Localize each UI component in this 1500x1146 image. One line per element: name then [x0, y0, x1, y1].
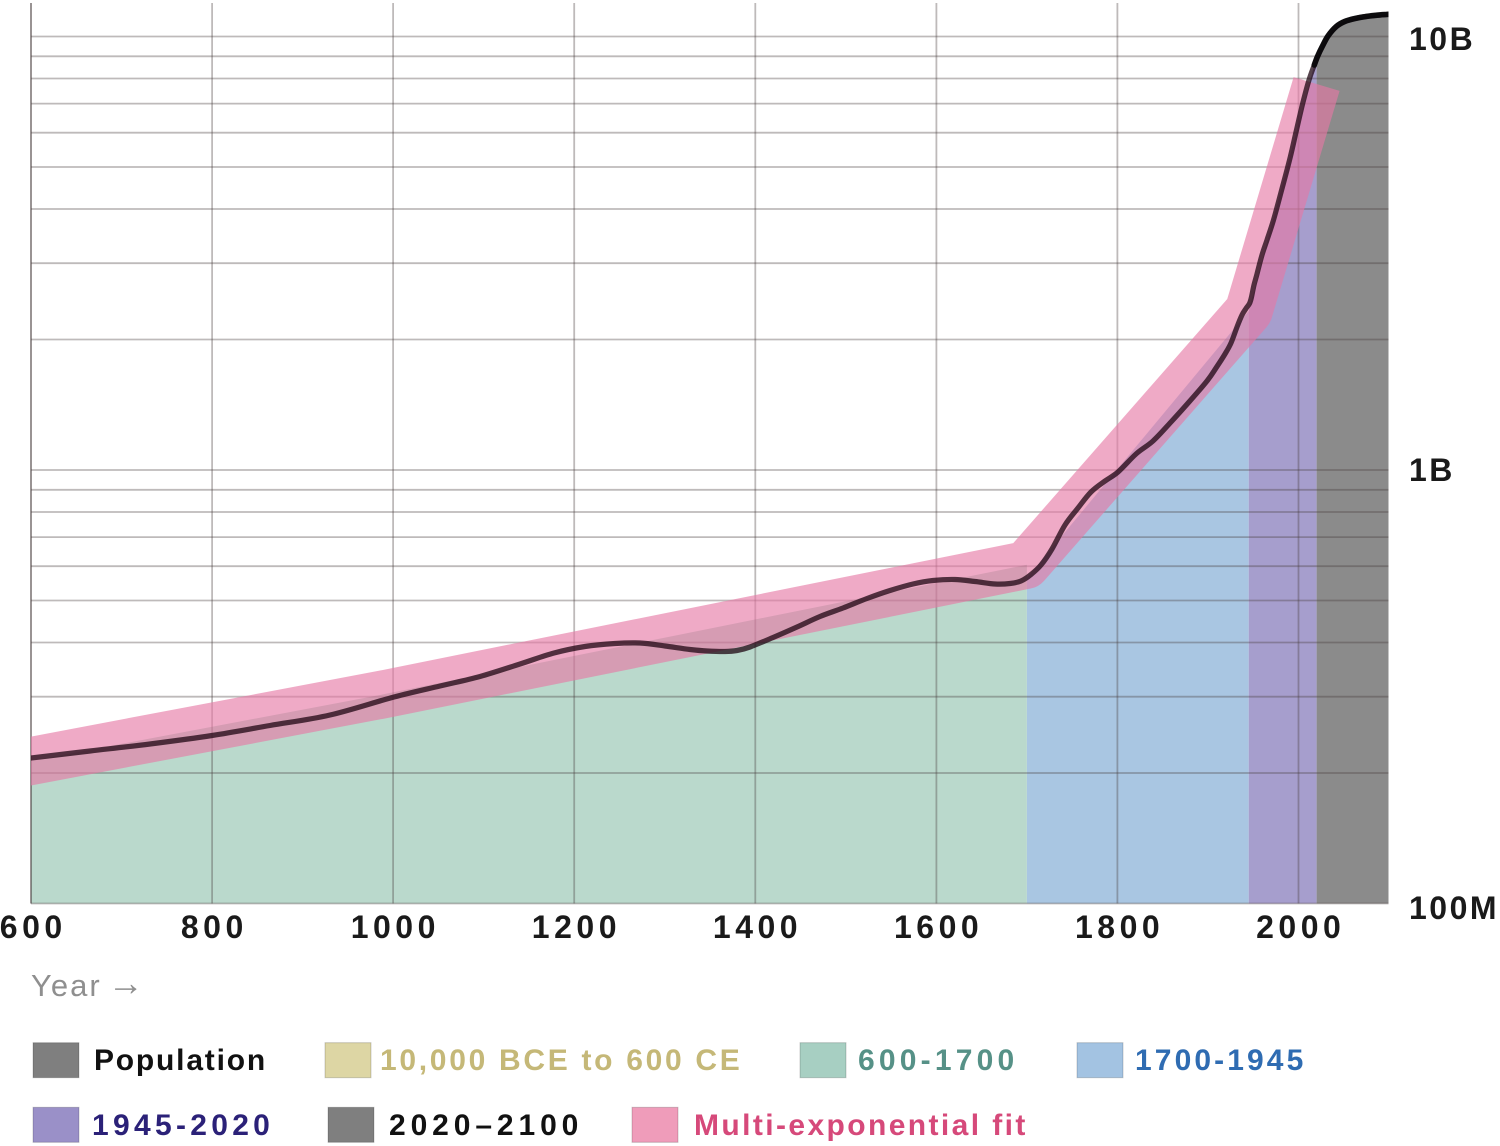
svg-text:Population: Population	[94, 1044, 267, 1077]
svg-text:600-1700: 600-1700	[858, 1044, 1018, 1077]
svg-text:2000: 2000	[1256, 909, 1345, 945]
svg-text:1000: 1000	[351, 909, 440, 945]
svg-text:Year→: Year →	[31, 962, 146, 1003]
svg-text:1800: 1800	[1075, 909, 1164, 945]
svg-text:600: 600	[0, 909, 67, 945]
svg-text:1600: 1600	[894, 909, 983, 945]
svg-text:1400: 1400	[713, 909, 802, 945]
svg-text:10B: 10B	[1409, 21, 1475, 57]
svg-text:1B: 1B	[1409, 452, 1455, 488]
svg-text:Multi-exponential fit: Multi-exponential fit	[694, 1109, 1028, 1142]
svg-text:10,000 BCE to 600 CE: 10,000 BCE to 600 CE	[380, 1044, 742, 1077]
svg-text:1200: 1200	[532, 909, 621, 945]
svg-text:2020–2100: 2020–2100	[389, 1109, 583, 1142]
svg-text:100M: 100M	[1409, 890, 1499, 926]
svg-text:1945-2020: 1945-2020	[92, 1109, 274, 1142]
svg-text:800: 800	[181, 909, 248, 945]
svg-text:1700-1945: 1700-1945	[1135, 1044, 1306, 1077]
